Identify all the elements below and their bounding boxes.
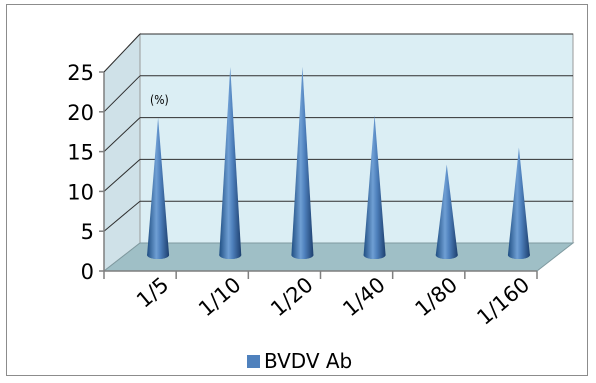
gridline-side [103, 75, 141, 113]
legend-swatch [247, 355, 260, 368]
cone-bar [507, 147, 530, 259]
cone-body [507, 147, 530, 259]
cone-series [147, 66, 530, 260]
y-tick-label: 10 [67, 180, 94, 204]
x-tick-label: 1/80 [410, 272, 462, 321]
gridline-side [103, 200, 141, 232]
side-wall [103, 32, 141, 273]
x-tick-label: 1/5 [132, 272, 173, 312]
gridline-side [103, 159, 141, 192]
y-tick-label: 0 [81, 260, 94, 284]
legend-label: BVDV Ab [264, 349, 352, 373]
cone-bar [435, 164, 458, 259]
cone-bar [291, 66, 314, 260]
cone-bar [147, 117, 170, 259]
y-tick-label: 25 [67, 61, 94, 85]
y-tick-label: 15 [67, 141, 94, 165]
back-wall [139, 33, 574, 244]
cone-body [147, 117, 170, 259]
x-tick-label: 1/20 [266, 272, 318, 321]
y-tick-label: 5 [81, 220, 94, 244]
x-tick-label: 1/160 [472, 272, 534, 329]
y-tick-label: 20 [67, 101, 94, 125]
cone-body [219, 66, 242, 260]
gridline-side [103, 33, 141, 73]
y-axis: 0 5 10 15 20 25 [67, 61, 105, 284]
cone-body [363, 115, 386, 259]
x-tick-label: 1/40 [338, 272, 390, 321]
cone-body [291, 66, 314, 260]
legend: BVDV Ab [247, 349, 352, 373]
percent-annotation: (%) [150, 93, 169, 107]
floor [102, 242, 575, 272]
gridlines [103, 33, 573, 232]
cone-body [435, 164, 458, 259]
gridline-side [103, 117, 141, 152]
cone-bar [363, 115, 386, 259]
x-axis: 1/5 1/10 1/20 1/40 1/80 1/160 [103, 270, 538, 330]
cone-bar [219, 66, 242, 260]
x-tick-label: 1/10 [194, 272, 246, 321]
